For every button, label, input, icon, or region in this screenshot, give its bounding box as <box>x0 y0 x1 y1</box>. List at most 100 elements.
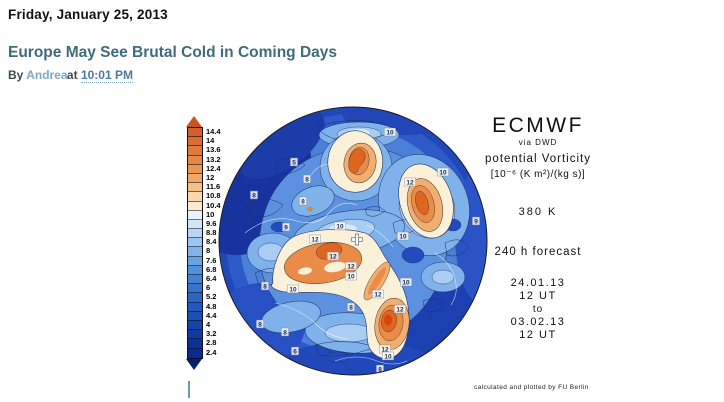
colorbar-cell <box>188 146 202 156</box>
colorbar-cell <box>188 320 202 331</box>
svg-text:9: 9 <box>474 218 478 225</box>
colorbar-tick-label: 4.4 <box>206 310 217 320</box>
byline: By Andrea at 10:01 PM <box>8 68 133 83</box>
colorbar-tick-label: 9.6 <box>206 218 217 228</box>
colorbar-tick-label: 13.6 <box>206 145 221 155</box>
svg-text:8: 8 <box>258 321 262 328</box>
svg-text:8: 8 <box>305 176 309 183</box>
svg-text:8: 8 <box>378 366 382 373</box>
svg-text:10: 10 <box>386 129 394 136</box>
svg-text:10: 10 <box>399 233 407 240</box>
colorbar-cell <box>188 201 202 211</box>
colorbar-cell <box>188 229 202 239</box>
colorbar-arrow-up-icon <box>186 116 202 127</box>
svg-text:10: 10 <box>384 353 392 360</box>
colorbar-tick-label: 6 <box>206 283 211 293</box>
colorbar-tick-label: 12.4 <box>206 163 221 173</box>
colorbar-cell <box>188 164 202 174</box>
colorbar-cell <box>188 311 202 321</box>
colorbar-cells <box>187 127 203 359</box>
author-link[interactable]: Andrea <box>26 68 68 82</box>
post-date: Friday, January 25, 2013 <box>8 7 168 22</box>
colorbar-labels: 14.4 14 13.6 13.2 12.4 12 11.6 10.8 10.4 10 9.6 8.8… <box>206 127 221 357</box>
colorbar-cell <box>188 265 202 275</box>
svg-text:12: 12 <box>396 306 404 313</box>
colorbar-cell <box>188 302 202 312</box>
svg-text:6: 6 <box>293 348 297 355</box>
colorbar-cell <box>188 210 202 220</box>
colorbar-tick-label: 6.4 <box>206 274 217 283</box>
colorbar-tick-label: 11.6 <box>206 182 221 192</box>
high-pv-region-center <box>271 229 410 359</box>
colorbar-tick-label: 14 <box>206 136 215 146</box>
svg-text:9: 9 <box>284 224 288 231</box>
svg-text:10: 10 <box>347 273 355 280</box>
colorbar-tick-label: 3.2 <box>206 329 217 339</box>
svg-text:8: 8 <box>349 304 353 311</box>
high-pv-region-top <box>327 130 383 193</box>
svg-text:10: 10 <box>336 223 344 230</box>
forecast-map-image[interactable]: 14.4 14 13.6 13.2 12.4 12 11.6 10.8 10.4 10 9.6 8.8… <box>180 98 724 402</box>
colorbar-cell <box>188 155 202 165</box>
map-level: 380 K <box>518 206 558 218</box>
colorbar-cell <box>188 183 202 193</box>
colorbar-cell <box>188 293 202 303</box>
map-attribution: calculated and plotted by FU Berlin <box>474 384 589 391</box>
post-title[interactable]: Europe May See Brutal Cold in Coming Day… <box>8 44 338 61</box>
colorbar-tick-label: 2.4 <box>206 347 217 357</box>
colorbar-tick-label: 5.2 <box>206 292 217 302</box>
svg-text:12: 12 <box>374 291 382 298</box>
map-to-label: to <box>532 304 544 315</box>
map-valid-from-time: 12 UT <box>519 290 557 302</box>
map-valid-to-time: 12 UT <box>519 329 557 341</box>
colorbar-tick-label: 10.8 <box>206 191 221 201</box>
map-title: ECMWF <box>492 114 584 137</box>
colorbar-cell <box>188 275 202 285</box>
svg-text:8: 8 <box>301 198 305 205</box>
svg-text:12: 12 <box>311 236 319 243</box>
colorbar-tick-label: 7.6 <box>206 255 217 265</box>
colorbar-cell <box>188 192 202 202</box>
colorbar-cell <box>188 284 202 294</box>
colorbar-cell <box>188 256 202 266</box>
svg-text:12: 12 <box>406 179 414 186</box>
timestamp-link[interactable]: 10:01 PM <box>80 68 133 83</box>
pole-marker-icon <box>351 233 363 246</box>
colorbar-cell <box>188 173 202 184</box>
colorbar-arrow-down-icon <box>186 359 202 370</box>
svg-text:8: 8 <box>263 283 267 290</box>
colorbar-tick-label: 8 <box>206 246 211 256</box>
colorbar-tick-label: 10.4 <box>206 200 221 210</box>
colorbar-tick-label: 13.2 <box>206 154 221 164</box>
colorbar-cell <box>188 128 202 138</box>
svg-text:12: 12 <box>347 263 355 270</box>
colorbar-cell <box>188 238 202 248</box>
colorbar-tick-label: 2.8 <box>206 338 217 348</box>
byline-by: By <box>8 68 24 82</box>
coastlines <box>244 163 457 365</box>
byline-at: at <box>66 68 78 82</box>
map-variable: potential Vorticity <box>485 153 591 165</box>
globe-outline <box>218 106 488 376</box>
map-units: [10⁻⁶ (K m²)/(kg s)] <box>490 169 586 180</box>
colorbar-cell <box>188 339 202 349</box>
colorbar-cell <box>188 247 202 257</box>
colorbar-tick-label: 8.8 <box>206 228 217 238</box>
caret-mark <box>188 381 190 398</box>
map-valid-to-date: 03.02.13 <box>510 316 566 328</box>
colorbar-tick-label: 6.8 <box>206 264 217 274</box>
colorbar-tick-label: 14.4 <box>206 127 221 136</box>
colorbar-tick-label: 8.4 <box>206 237 217 247</box>
colorbar-cell <box>188 348 202 358</box>
svg-text:12: 12 <box>329 253 337 260</box>
colorbar-tick-label: 10 <box>206 209 215 219</box>
colorbar-cell <box>188 219 202 230</box>
colorbar-tick-label: 4 <box>206 319 211 329</box>
colorbar-cell <box>188 137 202 147</box>
svg-text:10: 10 <box>439 169 447 176</box>
map-source: via DWD <box>518 138 558 147</box>
map-forecast-hours: 240 h forecast <box>494 246 582 258</box>
